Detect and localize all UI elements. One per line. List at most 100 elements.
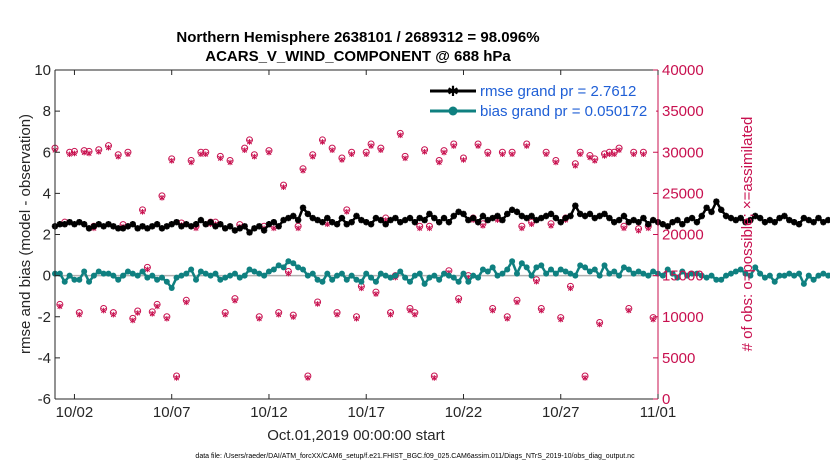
rmse-point [217, 221, 224, 228]
y-tick-label: -2 [38, 309, 51, 326]
bias-point [557, 266, 564, 273]
obs-assimilated-marker [349, 151, 355, 158]
rmse-point [455, 208, 462, 216]
rmse-point [256, 223, 263, 230]
rmse-point [144, 225, 151, 232]
rmse-point [460, 210, 467, 218]
plot-area [55, 70, 658, 399]
obs-assimilated-marker [592, 158, 598, 164]
bias-point [202, 270, 209, 277]
rmse-point [815, 214, 822, 222]
obs-assimilated-marker [57, 303, 63, 310]
rmse-point [810, 218, 817, 226]
bias-point [261, 272, 268, 279]
obs-assimilated-marker [290, 314, 296, 320]
bias-point [406, 278, 413, 285]
rmse-point [139, 223, 146, 230]
rmse-point [786, 216, 793, 224]
rmse-point [319, 218, 326, 226]
y2-tick-label: 10000 [662, 309, 704, 326]
rmse-point [115, 225, 122, 232]
rmse-point [659, 221, 667, 228]
bias-point [825, 272, 830, 279]
obs-assimilated-marker [529, 221, 535, 227]
obs-assimilated-marker [188, 159, 194, 166]
obs-assimilated-marker [319, 139, 326, 145]
bias-point [168, 284, 175, 291]
bias-point [124, 268, 131, 275]
rmse-point [178, 223, 185, 230]
bias-point [703, 274, 710, 281]
rmse-point [231, 227, 239, 234]
bias-point [188, 266, 195, 273]
y-tick-label: 8 [43, 103, 51, 120]
rmse-point [265, 221, 273, 228]
obs-assimilated-marker [344, 209, 350, 215]
x-axis-label: Oct.01,2019 00:00:00 start [267, 427, 445, 444]
rmse-point [168, 221, 175, 228]
bias-point [450, 274, 457, 281]
obs-assimilated-marker [397, 132, 403, 139]
obs-assimilated-marker [227, 159, 233, 166]
bias-point [324, 270, 331, 277]
obs-assimilated-marker [422, 148, 428, 155]
y2-tick-label: 35000 [662, 103, 704, 120]
obs-assimilated-marker [412, 311, 418, 318]
rmse-point [620, 212, 628, 220]
x-tick-label: 11/01 [640, 404, 676, 421]
x-tick-label: 10/07 [153, 404, 191, 421]
bias-point [460, 270, 467, 277]
obs-assimilated-marker [159, 195, 165, 201]
bias-point [358, 278, 365, 285]
rmse-point [752, 212, 759, 220]
rmse-point [567, 212, 574, 220]
rmse-point [348, 218, 355, 226]
bias-point [329, 276, 336, 283]
rmse-point [557, 218, 564, 226]
bias-point [684, 272, 691, 279]
bias-point [314, 276, 321, 283]
rmse-point [304, 210, 312, 218]
bias-point [727, 270, 734, 277]
rmse-point [241, 223, 248, 230]
obs-assimilated-marker [490, 307, 496, 314]
obs-assimilated-marker [86, 150, 92, 157]
bias-point [110, 272, 117, 279]
bias-point [742, 270, 749, 277]
rmse-point [718, 206, 725, 214]
rmse-point [183, 221, 190, 228]
rmse-point [800, 214, 808, 222]
bias-point [582, 264, 589, 271]
bias-point [100, 270, 107, 277]
rmse-point [489, 214, 496, 222]
rmse-point [474, 218, 482, 226]
obs-assimilated-marker [315, 301, 321, 307]
obs-assimilated-marker [572, 162, 578, 169]
legend-label-bias: bias grand pr = 0.050172 [480, 103, 647, 120]
obs-assimilated-marker [295, 225, 301, 232]
x-tick-label: 10/27 [542, 404, 580, 421]
obs-assimilated-marker [436, 159, 442, 166]
rmse-point [713, 198, 720, 205]
rmse-point [674, 216, 681, 224]
bias-point [489, 264, 496, 271]
bias-point [620, 264, 627, 271]
bias-point [173, 274, 180, 281]
obs-assimilated-marker [543, 151, 549, 158]
bias-point [343, 276, 350, 283]
obs-assimilated-marker [363, 151, 369, 158]
rmse-point [129, 221, 137, 228]
rmse-point [71, 221, 78, 228]
chart-title-line-2: ACARS_V_WIND_COMPONENT @ 688 hPa [205, 48, 511, 65]
rmse-point [251, 225, 258, 232]
obs-assimilated-marker [480, 223, 486, 229]
rmse-point [805, 216, 812, 224]
bias-point [737, 266, 744, 273]
obs-assimilated-marker [499, 151, 505, 158]
bias-point [441, 270, 448, 277]
bias-point [445, 272, 452, 279]
bias-point [616, 272, 623, 279]
rmse-point [435, 218, 443, 226]
rmse-point [771, 218, 778, 226]
rmse-point [450, 212, 457, 220]
